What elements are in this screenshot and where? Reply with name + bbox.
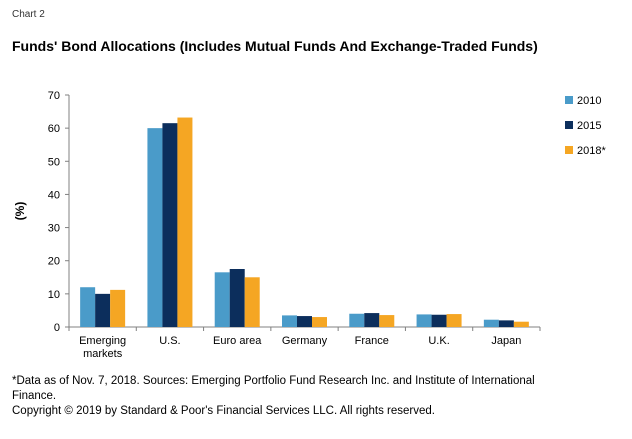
bar — [312, 317, 327, 327]
y-tick-label: 40 — [48, 189, 60, 201]
legend-swatch — [565, 96, 573, 104]
bar — [244, 277, 260, 327]
bar — [162, 123, 178, 328]
y-axis: 0 10 20 30 40 50 60 70 — [48, 90, 70, 334]
y-axis-label: (%) — [13, 202, 27, 221]
y-tick-label: 70 — [48, 90, 60, 102]
bar — [282, 315, 297, 327]
bar — [80, 287, 96, 327]
x-tick-label: Euro area — [213, 335, 262, 347]
y-tick-label: 60 — [48, 123, 60, 135]
y-tick-label: 10 — [48, 289, 60, 301]
legend-swatch — [565, 121, 573, 129]
bar — [379, 315, 395, 327]
x-tick-label: U.K. — [428, 335, 449, 347]
bar — [147, 128, 163, 327]
x-tick-label: Emerging markets — [79, 335, 126, 360]
x-tick-label: Japan — [491, 335, 521, 347]
bar — [513, 321, 529, 327]
bar — [431, 314, 447, 327]
x-tick-label: Germany — [282, 335, 328, 347]
bar — [297, 316, 312, 327]
bar — [483, 319, 499, 327]
footnote: *Data as of Nov. 7, 2018. Sources: Emerg… — [12, 375, 535, 402]
bars-group — [80, 117, 529, 328]
x-axis: Emerging markets U.S. Euro area Germany Franc… — [68, 326, 541, 360]
legend-label: 2010 — [577, 95, 601, 107]
bar — [214, 272, 230, 327]
legend: 2010 2015 2018* — [565, 95, 606, 157]
y-tick-label: 30 — [48, 223, 60, 235]
bar-chart: 0 10 20 30 40 50 60 70 Emerging markets U.S. Euro … — [13, 90, 606, 360]
x-tick-label: U.S. — [159, 335, 180, 347]
legend-swatch — [565, 146, 573, 154]
bar — [95, 293, 111, 327]
bar — [446, 314, 462, 327]
legend-label: 2015 — [577, 120, 601, 132]
bar — [110, 289, 126, 327]
bar — [349, 313, 365, 327]
bar — [498, 320, 514, 327]
chart-number-label: Chart 2 — [12, 9, 45, 20]
bar — [229, 269, 245, 327]
copyright-notice: Copyright © 2019 by Standard & Poor's Fi… — [12, 405, 435, 417]
x-tick-label: France — [355, 335, 389, 347]
bar — [416, 314, 432, 327]
chart-title: Funds' Bond Allocations (Includes Mutual… — [12, 38, 538, 54]
legend-label: 2018* — [577, 145, 606, 157]
bar — [177, 117, 193, 327]
y-tick-label: 0 — [54, 322, 60, 334]
bar — [364, 313, 380, 327]
y-tick-label: 20 — [48, 256, 60, 268]
y-tick-label: 50 — [48, 156, 60, 168]
